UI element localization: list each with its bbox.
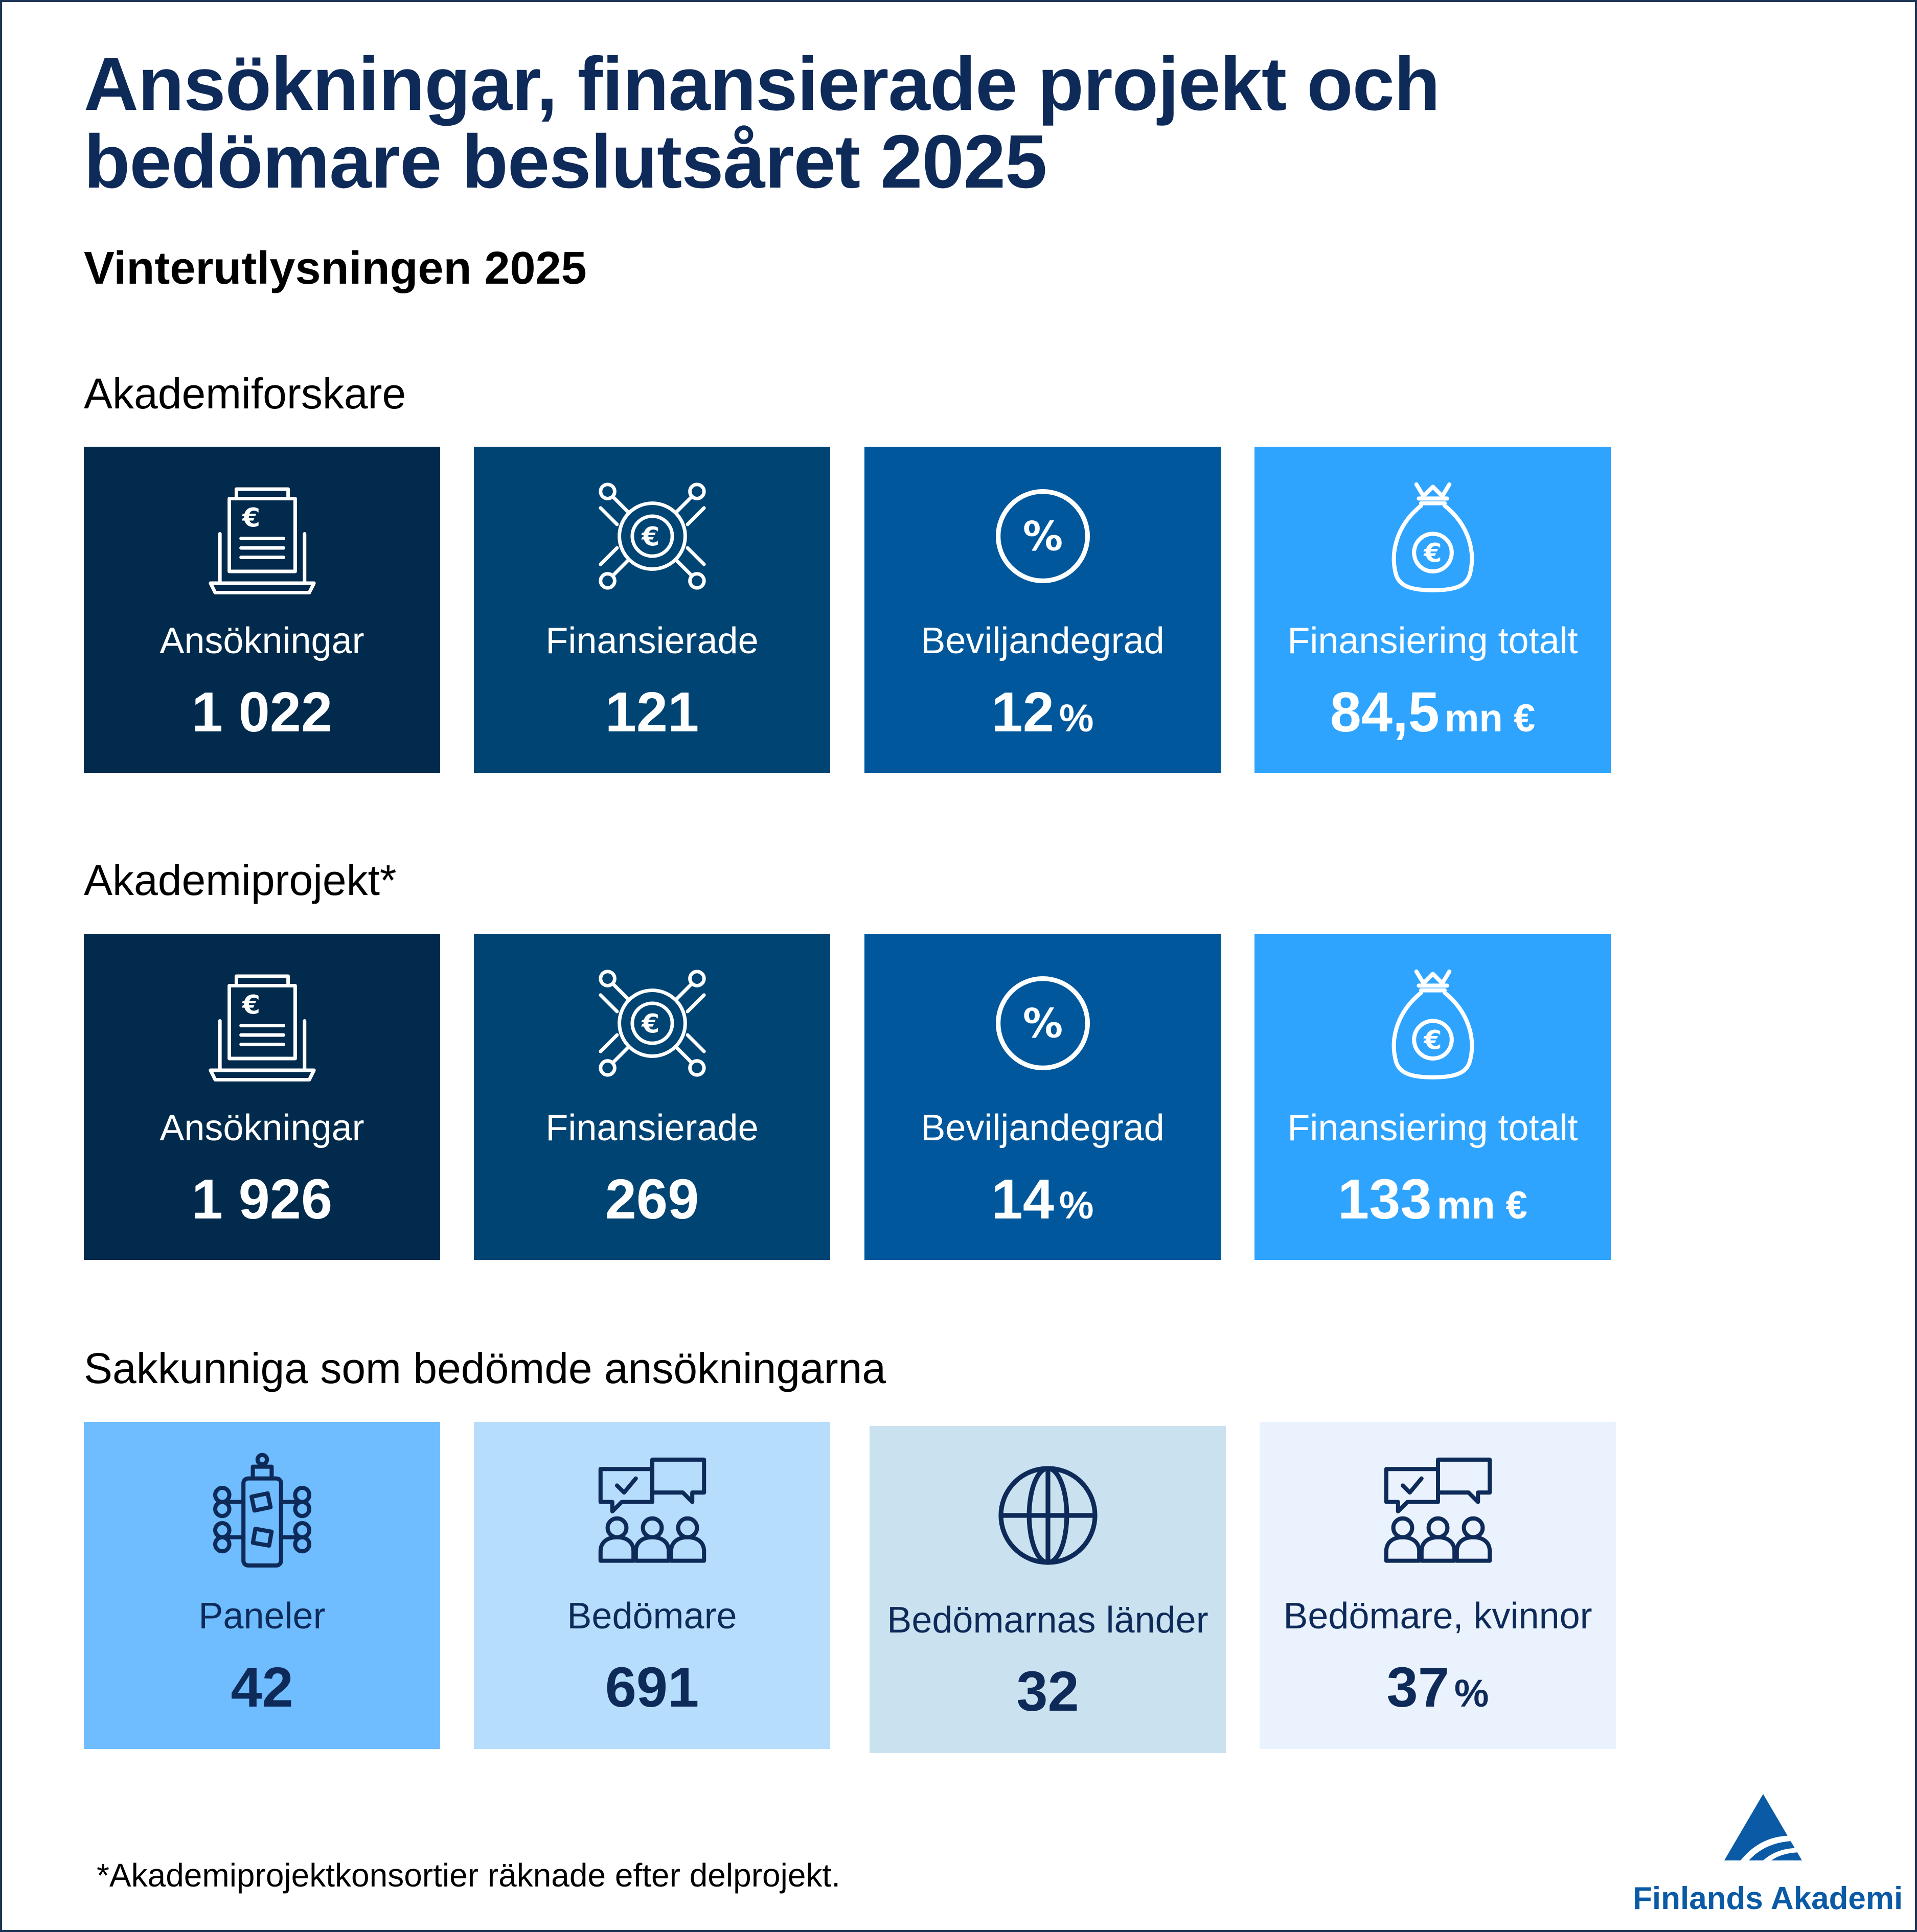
document-euro-laptop-icon: € bbox=[84, 964, 440, 1082]
svg-text:€: € bbox=[241, 990, 260, 1020]
tile-label: Bedömare bbox=[567, 1596, 737, 1637]
svg-text:%: % bbox=[1022, 514, 1062, 560]
tile-label: Bedömarnas länder bbox=[887, 1600, 1208, 1641]
footnote: *Akademiprojektkonsortier räknade efter … bbox=[97, 1857, 840, 1894]
tile-value: 42 bbox=[231, 1656, 293, 1719]
euro-coin-network-icon: € bbox=[474, 477, 830, 595]
tile-label: Ansökningar bbox=[159, 1108, 364, 1148]
tile-value: 1 022 bbox=[191, 681, 333, 744]
percent-circle-icon: % bbox=[864, 964, 1221, 1082]
document-euro-laptop-icon: € bbox=[84, 477, 440, 595]
tile-akademiforskare-finansiering-totalt: € Finansiering totalt 84,5 mn € bbox=[1254, 447, 1611, 773]
euro-coin-network-icon: € bbox=[474, 964, 830, 1082]
logo-text: Finlands Akademi bbox=[1633, 1881, 1903, 1916]
tile-label: Finansierade bbox=[545, 620, 759, 661]
money-bag-euro-icon: € bbox=[1254, 964, 1611, 1082]
tile-value: 269 bbox=[605, 1168, 699, 1231]
tile-akademiprojekt-finansiering-totalt: € Finansiering totalt 133 mn € bbox=[1254, 934, 1611, 1260]
tile-label: Finansiering totalt bbox=[1287, 1108, 1578, 1148]
tile-sakkunniga-bedomare-kvinnor: Bedömare, kvinnor 37% bbox=[1260, 1422, 1616, 1749]
tile-label: Finansiering totalt bbox=[1287, 620, 1578, 661]
people-chat-icon bbox=[1260, 1453, 1616, 1570]
tile-akademiprojekt-finansierade: € Finansierade 269 bbox=[474, 934, 830, 1260]
tile-label: Finansierade bbox=[545, 1108, 759, 1148]
tile-label: Beviljandegrad bbox=[921, 620, 1165, 661]
svg-text:€: € bbox=[241, 503, 260, 533]
tile-sakkunniga-bedomare: Bedömare 691 bbox=[474, 1422, 830, 1749]
tile-label: Bedömare, kvinnor bbox=[1283, 1596, 1592, 1637]
panel-table-icon bbox=[84, 1453, 440, 1570]
tile-sakkunniga-paneler: Paneler 42 bbox=[84, 1422, 440, 1749]
tile-akademiforskare-beviljandegrad: % Beviljandegrad 12% bbox=[864, 447, 1221, 773]
tile-akademiprojekt-ansokningar: € Ansökningar 1 926 bbox=[84, 934, 440, 1260]
svg-text:€: € bbox=[641, 521, 659, 551]
tile-label: Beviljandegrad bbox=[921, 1108, 1165, 1148]
percent-circle-icon: % bbox=[864, 477, 1221, 595]
tile-akademiprojekt-beviljandegrad: % Beviljandegrad 14% bbox=[864, 934, 1221, 1260]
logo-triangle-icon bbox=[1724, 1794, 1802, 1860]
tile-value: 32 bbox=[1016, 1660, 1079, 1723]
tile-value: 691 bbox=[605, 1656, 699, 1719]
tile-value: 37% bbox=[1386, 1656, 1489, 1719]
globe-icon bbox=[870, 1457, 1226, 1574]
tile-value: 1 926 bbox=[191, 1168, 333, 1231]
svg-text:€: € bbox=[1423, 1025, 1442, 1055]
section-label-akademiforskare: Akademiforskare bbox=[84, 370, 406, 418]
svg-text:%: % bbox=[1022, 1001, 1062, 1047]
svg-text:€: € bbox=[641, 1008, 659, 1039]
tile-label: Ansökningar bbox=[159, 620, 364, 661]
page-title: Ansökningar, finansierade projekt och be… bbox=[84, 42, 1440, 204]
tile-akademiforskare-ansokningar: € Ansökningar 1 022 bbox=[84, 447, 440, 773]
tile-value: 12% bbox=[991, 681, 1094, 744]
tile-value: 14% bbox=[991, 1168, 1094, 1231]
tile-sakkunniga-bedomarnas-lander: Bedömarnas länder 32 bbox=[870, 1426, 1226, 1753]
section-label-sakkunniga: Sakkunniga som bedömde ansökningarna bbox=[84, 1344, 886, 1392]
tile-akademiforskare-finansierade: € Finansierade 121 bbox=[474, 447, 830, 773]
money-bag-euro-icon: € bbox=[1254, 477, 1611, 595]
tile-value: 133 mn € bbox=[1338, 1168, 1527, 1231]
page-subtitle: Vinterutlysningen 2025 bbox=[84, 243, 587, 294]
people-chat-icon bbox=[474, 1453, 830, 1570]
tile-label: Paneler bbox=[198, 1596, 326, 1637]
tile-value: 121 bbox=[605, 681, 699, 744]
tile-value: 84,5 mn € bbox=[1330, 681, 1536, 744]
section-label-akademiprojekt: Akademiprojekt* bbox=[84, 856, 397, 904]
svg-text:€: € bbox=[1423, 538, 1442, 568]
finlands-akademi-logo: Finlands Akademi bbox=[1633, 1786, 1903, 1919]
